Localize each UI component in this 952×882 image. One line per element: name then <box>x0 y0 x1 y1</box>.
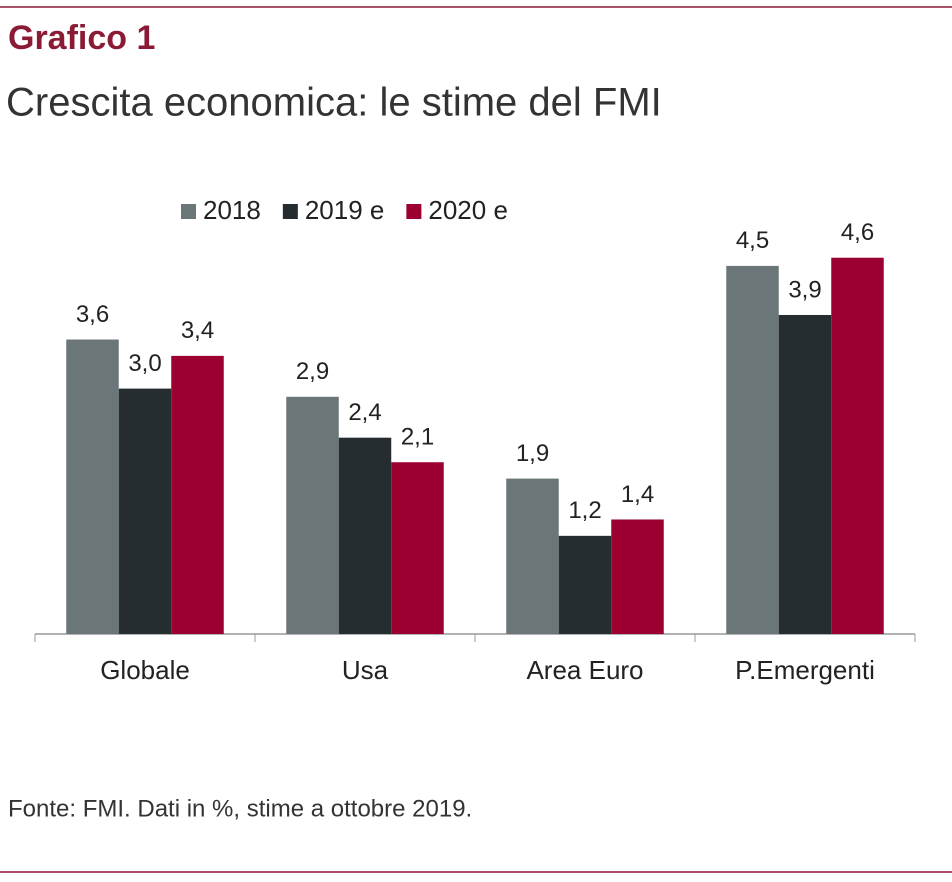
value-label: 3,4 <box>181 317 214 344</box>
legend-swatch <box>181 204 196 219</box>
value-label: 1,9 <box>516 440 549 467</box>
bar <box>66 339 119 634</box>
legend-swatch <box>282 204 298 219</box>
value-label: 3,0 <box>128 350 161 377</box>
legend-swatch <box>406 204 422 219</box>
bar <box>726 265 779 634</box>
x-tick-label: Area Euro <box>526 655 643 685</box>
legend-label: 2018 <box>203 195 261 225</box>
value-label: 4,5 <box>736 227 769 254</box>
x-tick-label: P.Emergenti <box>735 655 875 685</box>
bar <box>286 396 339 634</box>
x-tick-label: Globale <box>100 655 190 685</box>
bar <box>831 257 884 634</box>
chart-title: Crescita economica: le stime del FMI <box>6 81 662 125</box>
value-label: 2,9 <box>296 358 329 385</box>
value-label: 2,1 <box>401 424 434 451</box>
value-label: 4,6 <box>841 219 874 246</box>
bar <box>778 314 832 634</box>
bar <box>558 535 612 634</box>
chart-label: Grafico 1 <box>8 19 155 57</box>
x-tick-label: Usa <box>342 655 389 685</box>
bar <box>171 355 224 634</box>
source-note: Fonte: FMI. Dati in %, stime a ottobre 2… <box>8 795 472 822</box>
bar <box>506 478 559 634</box>
value-label: 3,9 <box>788 276 821 303</box>
plot-area <box>34 633 916 642</box>
bar <box>391 462 444 634</box>
bar <box>611 519 664 634</box>
legend-label: 2020 e <box>428 195 508 225</box>
bar <box>338 437 392 634</box>
bar <box>118 388 172 634</box>
value-label: 2,4 <box>348 399 381 426</box>
legend-label: 2019 e <box>305 195 385 225</box>
value-label: 1,4 <box>621 481 654 508</box>
value-label: 3,6 <box>76 301 109 328</box>
value-label: 1,2 <box>568 497 601 524</box>
